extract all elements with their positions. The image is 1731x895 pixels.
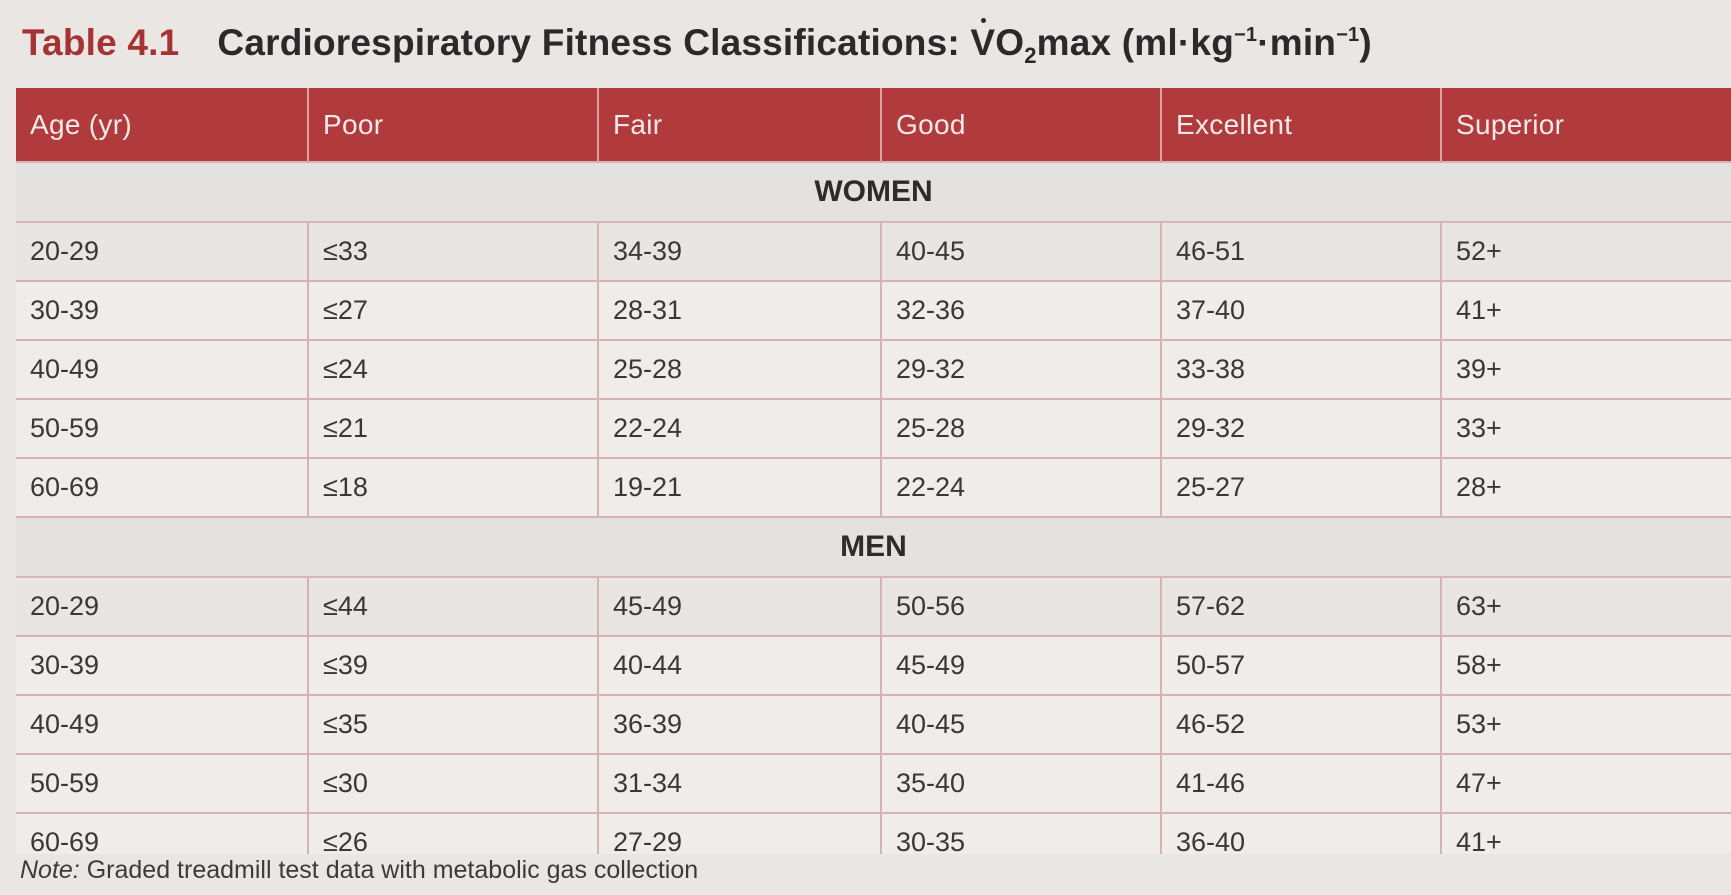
table-cell: 33-38 [1161, 340, 1442, 400]
header-row: Age (yr) Poor Fair Good Excellent Superi… [16, 88, 1731, 162]
table-row: 30-39 ≤39 40-44 45-49 50-57 58+ [16, 636, 1731, 696]
table-cell: 63+ [1441, 577, 1731, 637]
table-cell: 20-29 [16, 577, 309, 637]
table-note: Note: Graded treadmill test data with me… [20, 856, 698, 885]
table-cell: 41+ [1441, 281, 1731, 341]
table-cell: 31-34 [598, 754, 882, 814]
table-cell: ≤30 [308, 754, 599, 814]
table-cell: 41-46 [1161, 754, 1442, 814]
table-cell: 41+ [1441, 813, 1731, 854]
table-cell: 50-59 [16, 399, 309, 459]
table-row: 40-49 ≤24 25-28 29-32 33-38 39+ [16, 340, 1731, 400]
table-cell: ≤44 [308, 577, 599, 637]
table-cell: 39+ [1441, 340, 1731, 400]
table-row: 20-29 ≤33 34-39 40-45 46-51 52+ [16, 222, 1731, 282]
fitness-table-container: Age (yr) Poor Fair Good Excellent Superi… [16, 88, 1731, 854]
table-number: Table 4.1 [22, 22, 180, 63]
table-cell: 30-39 [16, 636, 309, 696]
table-cell: 34-39 [598, 222, 882, 282]
section-label: WOMEN [16, 161, 1731, 223]
table-cell: 40-44 [598, 636, 882, 696]
header-fair: Fair [598, 88, 882, 162]
table-row: 40-49 ≤35 36-39 40-45 46-52 53+ [16, 695, 1731, 755]
table-cell: 40-49 [16, 340, 309, 400]
table-cell: 60-69 [16, 458, 309, 518]
table-cell: 57-62 [1161, 577, 1442, 637]
section-row-men: MEN [16, 516, 1731, 578]
table-cell: ≤18 [308, 458, 599, 518]
table-cell: 40-45 [881, 695, 1162, 755]
table-cell: 35-40 [881, 754, 1162, 814]
table-cell: 30-35 [881, 813, 1162, 854]
header-excellent: Excellent [1161, 88, 1442, 162]
table-cell: 36-39 [598, 695, 882, 755]
table-cell: 25-28 [881, 399, 1162, 459]
table-title: Table 4.1 Cardiorespiratory Fitness Clas… [22, 22, 1372, 82]
table-cell: 40-49 [16, 695, 309, 755]
table-cell: 28+ [1441, 458, 1731, 518]
table-cell: 45-49 [598, 577, 882, 637]
table-cell: 47+ [1441, 754, 1731, 814]
table-cell: 58+ [1441, 636, 1731, 696]
table-cell: ≤24 [308, 340, 599, 400]
table-cell: ≤26 [308, 813, 599, 854]
table-row: 50-59 ≤30 31-34 35-40 41-46 47+ [16, 754, 1731, 814]
table-cell: 46-51 [1161, 222, 1442, 282]
note-text: Graded treadmill test data with metaboli… [79, 856, 699, 884]
table-cell: 50-56 [881, 577, 1162, 637]
table-cell: 30-39 [16, 281, 309, 341]
note-label: Note: [20, 856, 80, 884]
table-cell: ≤35 [308, 695, 599, 755]
header-poor: Poor [308, 88, 599, 162]
section-label: MEN [16, 516, 1731, 578]
table-cell: 19-21 [598, 458, 882, 518]
table-row: 60-69 ≤18 19-21 22-24 25-27 28+ [16, 458, 1731, 518]
table-cell: 25-28 [598, 340, 882, 400]
table-cell: 28-31 [598, 281, 882, 341]
table-cell: 46-52 [1161, 695, 1442, 755]
table-cell: 36-40 [1161, 813, 1442, 854]
table-cell: ≤33 [308, 222, 599, 282]
section-row-women: WOMEN [16, 161, 1731, 223]
table-cell: 33+ [1441, 399, 1731, 459]
table-cell: 32-36 [881, 281, 1162, 341]
table-cell: 29-32 [881, 340, 1162, 400]
header-good: Good [881, 88, 1162, 162]
table-cell: 27-29 [598, 813, 882, 854]
table-cell: 22-24 [881, 458, 1162, 518]
table-caption: Cardiorespiratory Fitness Classification… [217, 22, 1372, 68]
table-cell: 52+ [1441, 222, 1731, 282]
table-cell: ≤39 [308, 636, 599, 696]
table-cell: 60-69 [16, 813, 309, 854]
table-cell: ≤21 [308, 399, 599, 459]
table-body: WOMEN 20-29 ≤33 34-39 40-45 46-51 52+ 30-39 ≤27 2… [16, 161, 1731, 854]
table-cell: 45-49 [881, 636, 1162, 696]
table-row: 20-29 ≤44 45-49 50-56 57-62 63+ [16, 577, 1731, 637]
table-cell: 20-29 [16, 222, 309, 282]
v-dot-symbol: V [970, 22, 996, 63]
table-cell: ≤27 [308, 281, 599, 341]
table-cell: 29-32 [1161, 399, 1442, 459]
fitness-classification-table: Age (yr) Poor Fair Good Excellent Superi… [16, 88, 1731, 854]
table-cell: 53+ [1441, 695, 1731, 755]
table-cell: 40-45 [881, 222, 1162, 282]
header-age: Age (yr) [16, 88, 309, 162]
table-row: 60-69 ≤26 27-29 30-35 36-40 41+ [16, 813, 1731, 854]
header-superior: Superior [1441, 88, 1731, 162]
table-row: 30-39 ≤27 28-31 32-36 37-40 41+ [16, 281, 1731, 341]
table-cell: 50-59 [16, 754, 309, 814]
table-row: 50-59 ≤21 22-24 25-28 29-32 33+ [16, 399, 1731, 459]
table-cell: 37-40 [1161, 281, 1442, 341]
table-cell: 22-24 [598, 399, 882, 459]
table-cell: 25-27 [1161, 458, 1442, 518]
table-cell: 50-57 [1161, 636, 1442, 696]
